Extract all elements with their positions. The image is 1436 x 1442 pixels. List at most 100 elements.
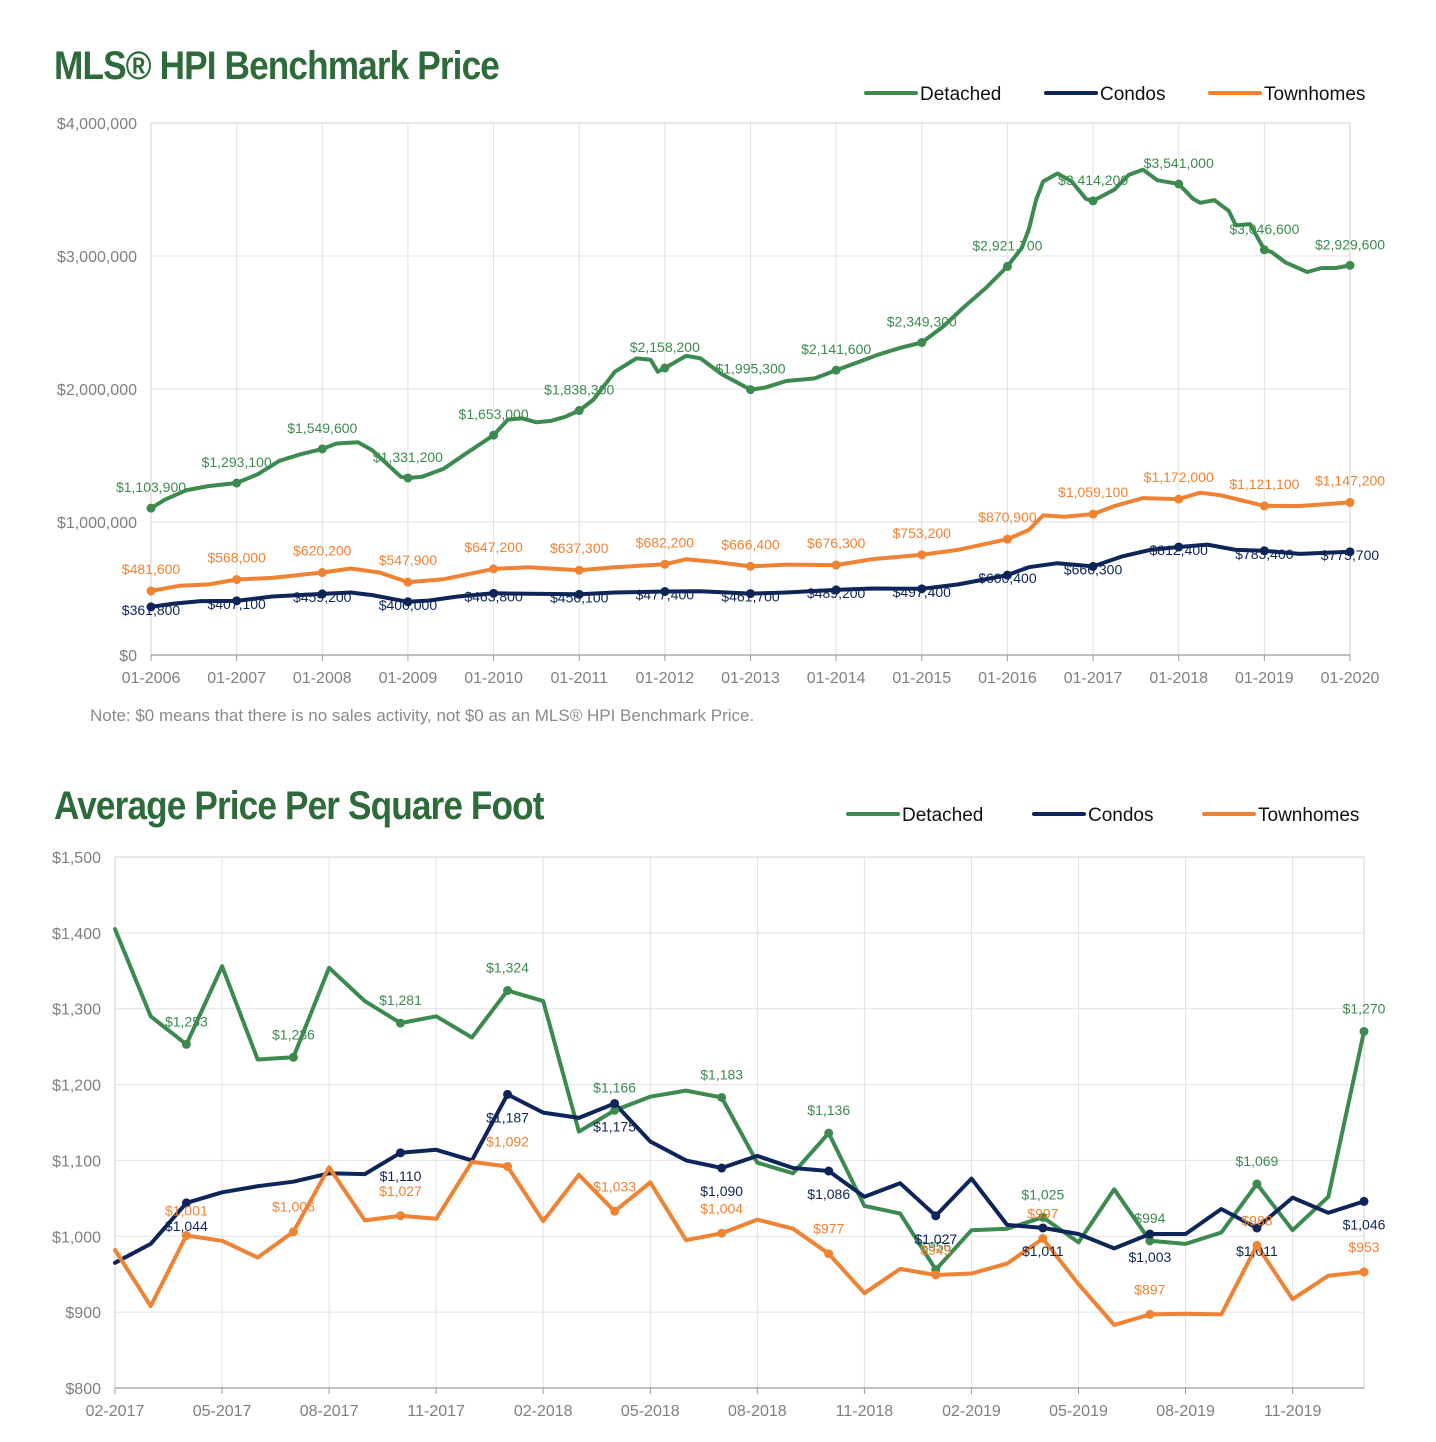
data-label-condos: $407,100: [207, 596, 266, 612]
data-point-condos: [1002, 570, 1012, 580]
data-point-townhomes: [1174, 494, 1184, 504]
data-point-condos: [395, 1148, 405, 1158]
data-label-condos: $1,187: [486, 1109, 529, 1125]
x-tick-label: 05-2017: [193, 1403, 252, 1420]
data-point-detached: [1345, 260, 1355, 270]
data-point-townhomes: [489, 564, 499, 574]
data-label-detached: $2,158,200: [630, 339, 700, 355]
data-point-townhomes: [181, 1231, 191, 1241]
data-label-condos: $1,046: [1343, 1216, 1386, 1232]
data-point-detached: [288, 1052, 298, 1062]
data-label-detached: $956: [920, 1239, 951, 1255]
x-tick-label: 01-2010: [464, 670, 523, 687]
x-tick-label: 02-2019: [942, 1403, 1001, 1420]
chart-title-benchmark: MLS® HPI Benchmark Price: [54, 44, 500, 88]
data-point-detached: [717, 1092, 727, 1102]
data-label-townhomes: $481,600: [122, 561, 181, 577]
data-point-townhomes: [1038, 1234, 1048, 1244]
data-point-townhomes: [1002, 534, 1012, 544]
data-point-detached: [746, 385, 755, 395]
data-label-townhomes: $568,000: [207, 549, 266, 565]
data-point-detached: [395, 1018, 405, 1028]
y-tick-label: $900: [65, 1305, 101, 1322]
data-label-townhomes: $953: [1348, 1239, 1379, 1255]
data-label-condos: $456,100: [550, 589, 609, 605]
data-point-condos: [489, 588, 499, 598]
y-tick-label: $3,000,000: [57, 249, 137, 266]
x-tick-label: 01-2009: [379, 670, 438, 687]
y-tick-label: $2,000,000: [57, 382, 137, 399]
x-tick-label: 11-2017: [407, 1403, 465, 1420]
chart-title-price-per-sqft: Average Price Per Square Foot: [54, 784, 545, 828]
data-label-detached: $3,541,000: [1144, 155, 1214, 171]
x-tick-label: 01-2015: [892, 670, 951, 687]
data-point-townhomes: [395, 1211, 405, 1221]
data-point-condos: [931, 1211, 941, 1221]
legend-label-townhomes: Townhomes: [1258, 805, 1359, 826]
data-label-townhomes: $676,300: [807, 535, 866, 551]
data-point-townhomes: [917, 550, 927, 560]
x-tick-label: 01-2019: [1235, 670, 1294, 687]
data-point-condos: [232, 596, 242, 606]
data-label-townhomes: $666,400: [721, 536, 780, 552]
data-point-condos: [610, 1099, 620, 1109]
data-point-condos: [1345, 547, 1355, 557]
data-point-condos: [1359, 1196, 1369, 1206]
data-label-condos: $783,400: [1235, 546, 1294, 562]
data-point-townhomes: [660, 559, 670, 569]
data-label-detached: $1,069: [1236, 1153, 1279, 1169]
data-label-townhomes: $1,027: [379, 1183, 422, 1199]
data-label-townhomes: $870,900: [978, 509, 1037, 525]
data-label-detached: $1,331,200: [373, 449, 443, 465]
data-point-townhomes: [824, 1249, 834, 1259]
data-point-condos: [503, 1089, 513, 1099]
x-tick-label: 01-2013: [721, 670, 780, 687]
data-label-townhomes: $547,900: [379, 552, 438, 568]
data-label-townhomes: $1,059,100: [1058, 484, 1128, 500]
data-point-townhomes: [403, 577, 413, 587]
data-point-townhomes: [1145, 1309, 1155, 1319]
data-label-townhomes: $647,200: [464, 539, 523, 555]
data-point-condos: [317, 589, 327, 599]
data-label-condos: $489,200: [807, 585, 866, 601]
x-tick-label: 01-2017: [1064, 670, 1123, 687]
data-label-condos: $1,027: [914, 1231, 957, 1247]
data-label-condos: $1,044: [165, 1218, 208, 1234]
data-label-townhomes: $1,147,200: [1315, 472, 1385, 488]
data-point-detached: [317, 444, 327, 454]
data-point-detached: [181, 1039, 191, 1049]
data-point-detached: [489, 430, 499, 440]
data-label-townhomes: $1,092: [486, 1133, 529, 1149]
data-label-townhomes: $897: [1134, 1281, 1165, 1297]
y-tick-label: $1,200: [52, 1078, 101, 1095]
data-point-detached: [574, 406, 584, 416]
data-label-townhomes: $682,200: [636, 534, 695, 550]
benchmark-price-chart: $0 $1,000,000 $2,000,000 $3,000,000 $4,000,0…: [57, 84, 1385, 687]
data-point-condos: [1038, 1223, 1048, 1233]
data-point-detached: [146, 503, 156, 513]
data-label-condos: $775,700: [1321, 547, 1380, 563]
data-point-townhomes: [574, 565, 584, 575]
data-label-detached: $1,166: [593, 1079, 636, 1095]
data-label-townhomes: $1,172,000: [1144, 469, 1214, 485]
data-point-detached: [232, 478, 242, 488]
data-label-condos: $477,400: [636, 587, 695, 603]
data-label-detached: $1,025: [1021, 1186, 1064, 1202]
x-tick-label: 11-2018: [836, 1403, 894, 1420]
x-tick-label: 08-2019: [1156, 1403, 1215, 1420]
series-line-detached: [113, 927, 1366, 1272]
legend-label-condos: Condos: [1088, 805, 1154, 826]
data-point-condos: [574, 589, 584, 599]
data-label-detached: $2,349,300: [887, 314, 957, 330]
data-point-townhomes: [746, 561, 755, 571]
series-line-condos: [113, 1092, 1366, 1265]
data-point-condos: [917, 584, 927, 594]
y-tick-label: $800: [65, 1381, 101, 1398]
x-tick-label: 01-2006: [122, 670, 181, 687]
data-point-townhomes: [831, 560, 841, 570]
data-label-townhomes: $753,200: [893, 525, 952, 541]
data-point-condos: [831, 585, 841, 595]
y-tick-label: $1,500: [52, 850, 101, 867]
x-tick-label: 01-2014: [807, 670, 866, 687]
data-label-townhomes: $977: [813, 1221, 844, 1237]
